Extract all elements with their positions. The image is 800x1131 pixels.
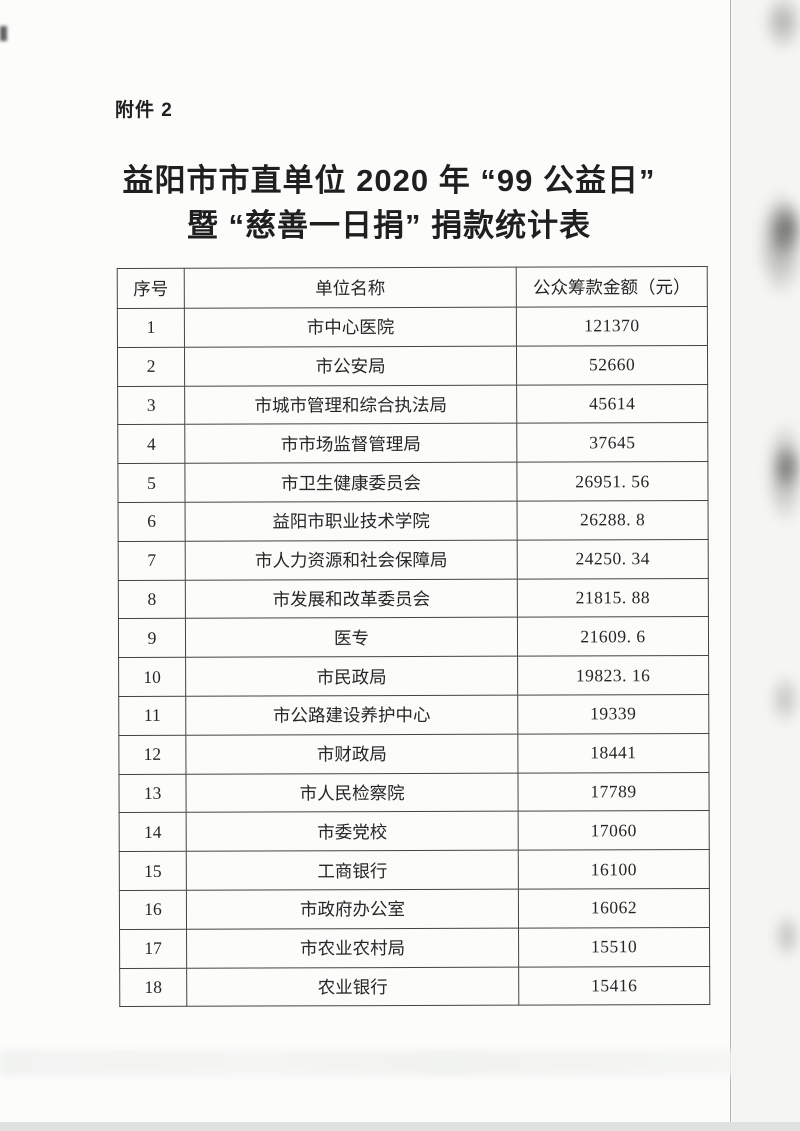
amount-cell: 21815. 88 xyxy=(517,578,709,618)
scan-smudge xyxy=(762,0,800,52)
scan-speck xyxy=(0,26,7,41)
scan-bottom-edge xyxy=(0,1122,800,1131)
amount-cell: 24250. 34 xyxy=(517,539,709,579)
document-title: 益阳市市直单位 2020 年 “99 公益日” 暨 “慈善一日捐” 捐款统计表 xyxy=(30,158,748,248)
unit-name-cell: 市民政局 xyxy=(185,656,518,697)
unit-name-cell: 市委党校 xyxy=(186,811,519,852)
table-header-row: 序号 单位名称 公众筹款金额（元） xyxy=(117,266,708,309)
unit-name-cell: 市人力资源和社会保障局 xyxy=(185,539,518,580)
unit-name-cell: 市政府办公室 xyxy=(186,889,519,930)
table-row: 7 市人力资源和社会保障局 24250. 34 xyxy=(118,539,709,581)
col-header-index: 序号 xyxy=(117,268,185,309)
amount-cell: 16062 xyxy=(518,888,710,928)
amount-cell: 15416 xyxy=(518,966,710,1006)
page-edge-line xyxy=(730,0,731,1131)
amount-cell: 18441 xyxy=(517,733,709,773)
unit-name-cell: 市中心医院 xyxy=(184,307,517,348)
amount-cell: 37645 xyxy=(516,422,708,463)
attachment-label: 附件 2 xyxy=(115,100,173,121)
table-row: 15 工商银行 16100 xyxy=(119,849,710,891)
unit-name-cell: 市人民检察院 xyxy=(185,772,519,813)
amount-cell: 26951. 56 xyxy=(516,461,709,502)
table-row: 10 市民政局 19823. 16 xyxy=(118,655,709,697)
amount-cell: 26288. 8 xyxy=(517,500,709,540)
row-index-cell: 5 xyxy=(117,463,186,503)
unit-name-cell: 农业银行 xyxy=(186,966,519,1007)
table-row: 4 市市场监督管理局 37645 xyxy=(117,422,708,464)
table-row: 11 市公路建设养护中心 19339 xyxy=(118,694,709,736)
unit-name-cell: 工商银行 xyxy=(186,850,519,891)
unit-name-cell: 医专 xyxy=(185,617,518,658)
table-row: 18 农业银行 15416 xyxy=(119,966,710,1007)
table-row: 3 市城市管理和综合执法局 45614 xyxy=(117,384,708,425)
row-index-cell: 6 xyxy=(118,502,186,542)
scan-smudge xyxy=(768,200,800,255)
amount-cell: 52660 xyxy=(516,345,708,385)
amount-cell: 17060 xyxy=(518,810,710,851)
table-row: 5 市卫生健康委员会 26951. 56 xyxy=(117,461,709,503)
row-index-cell: 4 xyxy=(117,424,185,464)
row-index-cell: 13 xyxy=(118,773,187,813)
unit-name-cell: 市城市管理和综合执法局 xyxy=(184,384,517,425)
row-index-cell: 15 xyxy=(119,851,187,891)
scan-shadow-band xyxy=(0,1050,742,1076)
amount-cell: 121370 xyxy=(516,306,708,346)
unit-name-cell: 益阳市职业技术学院 xyxy=(185,501,518,542)
table-row: 12 市财政局 18441 xyxy=(118,733,709,775)
table-row: 17 市农业农村局 15510 xyxy=(119,927,710,969)
unit-name-cell: 市财政局 xyxy=(185,733,518,774)
row-index-cell: 18 xyxy=(119,967,187,1007)
table-row: 13 市人民检察院 17789 xyxy=(118,772,710,813)
table-row: 1 市中心医院 121370 xyxy=(117,306,708,348)
unit-name-cell: 市市场监督管理局 xyxy=(184,423,517,464)
table-row: 8 市发展和改革委员会 21815. 88 xyxy=(118,578,709,619)
row-index-cell: 9 xyxy=(118,618,186,658)
amount-cell: 19823. 16 xyxy=(517,655,709,696)
amount-cell: 45614 xyxy=(516,384,708,424)
donation-table: 序号 单位名称 公众筹款金额（元） 1 市中心医院 121370 2 市公安局 … xyxy=(117,266,711,1007)
amount-cell: 19339 xyxy=(517,694,709,734)
row-index-cell: 10 xyxy=(118,657,186,697)
row-index-cell: 1 xyxy=(117,308,185,348)
row-index-cell: 14 xyxy=(119,812,187,852)
document-title-line2: 暨 “慈善一日捐” 捐款统计表 xyxy=(186,208,592,243)
unit-name-cell: 市农业农村局 xyxy=(186,927,519,968)
col-header-amount: 公众筹款金额（元） xyxy=(516,266,708,308)
amount-cell: 21609. 6 xyxy=(517,616,709,657)
col-header-unit-name: 单位名称 xyxy=(184,267,517,309)
row-index-cell: 16 xyxy=(119,890,187,930)
row-index-cell: 8 xyxy=(118,579,186,619)
row-index-cell: 7 xyxy=(118,541,186,581)
row-index-cell: 12 xyxy=(118,735,186,775)
unit-name-cell: 市卫生健康委员会 xyxy=(184,462,518,503)
document-title-line1: 益阳市市直单位 2020 年 “99 公益日” xyxy=(122,163,656,198)
table-row: 6 益阳市职业技术学院 26288. 8 xyxy=(118,500,709,542)
table-row: 16 市政府办公室 16062 xyxy=(119,888,710,930)
unit-name-cell: 市公安局 xyxy=(184,345,517,386)
table-row: 14 市委党校 17060 xyxy=(119,810,710,852)
row-index-cell: 3 xyxy=(117,385,185,425)
amount-cell: 16100 xyxy=(518,849,710,890)
table-row: 2 市公安局 52660 xyxy=(117,345,708,387)
amount-cell: 15510 xyxy=(518,927,710,967)
unit-name-cell: 市发展和改革委员会 xyxy=(185,578,518,619)
scan-smudge xyxy=(768,672,800,727)
amount-cell: 17789 xyxy=(517,772,710,812)
scan-smudge xyxy=(772,912,800,960)
scanner-margin xyxy=(732,0,800,1131)
row-index-cell: 11 xyxy=(118,696,186,736)
scan-smudge xyxy=(772,442,800,490)
row-index-cell: 2 xyxy=(117,347,185,387)
table-row: 9 医专 21609. 6 xyxy=(118,616,709,658)
row-index-cell: 17 xyxy=(119,929,187,969)
unit-name-cell: 市公路建设养护中心 xyxy=(185,695,518,736)
